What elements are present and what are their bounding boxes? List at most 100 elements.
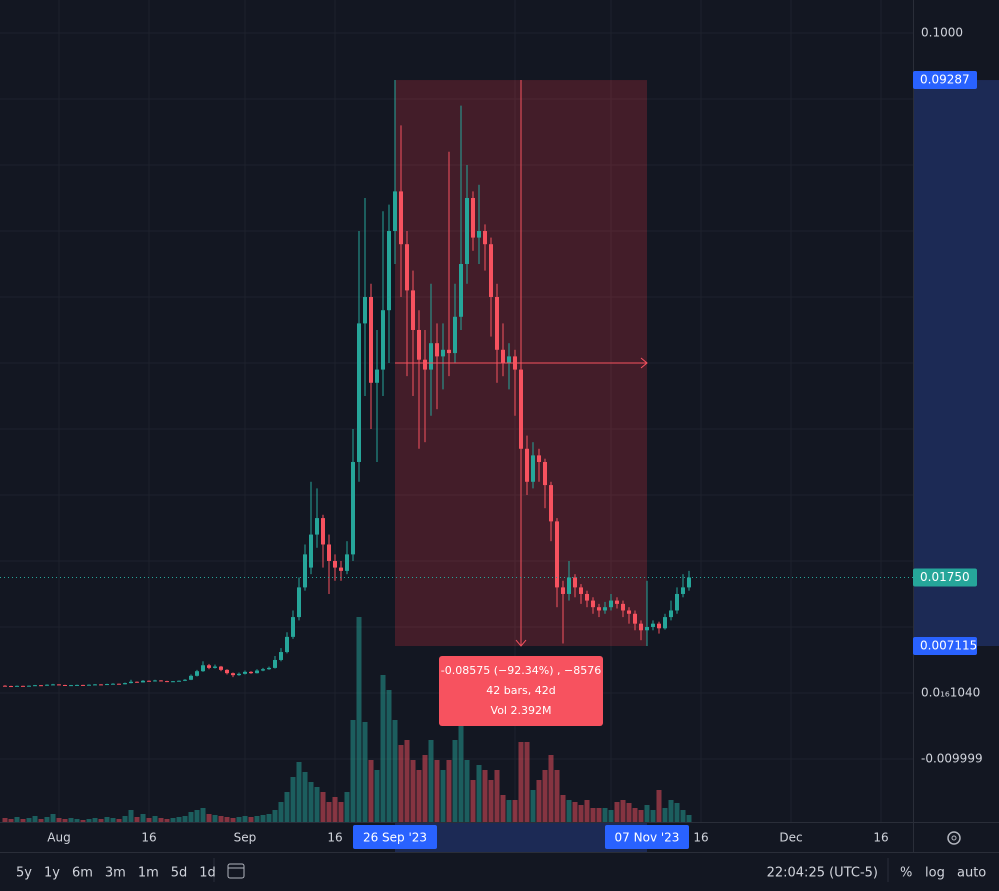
- volume-bar: [506, 800, 512, 822]
- measure-info-box: [439, 656, 604, 727]
- x-tick-label: 16: [141, 831, 156, 845]
- price-label: 0.09287: [920, 73, 970, 87]
- y-tick-label: -0.009999: [921, 751, 983, 765]
- candle-body: [224, 669, 229, 674]
- candle-body: [206, 665, 211, 668]
- range-button[interactable]: 1y: [44, 866, 60, 881]
- candle-body: [272, 659, 277, 668]
- candle-body: [555, 521, 560, 588]
- candle-body: [62, 684, 67, 686]
- volume-bar: [428, 740, 434, 822]
- volume-bar: [224, 817, 230, 822]
- candle-body: [422, 359, 427, 370]
- volume-bar: [458, 700, 464, 822]
- volume-bar: [518, 742, 524, 822]
- candle-body: [645, 626, 650, 631]
- range-button[interactable]: 3m: [105, 866, 126, 881]
- volume-bar: [680, 810, 686, 822]
- candle-body: [284, 636, 289, 653]
- volume-bar: [620, 800, 626, 822]
- candle-body: [639, 623, 644, 631]
- date-range-icon[interactable]: [227, 863, 245, 879]
- candle-body: [350, 461, 355, 555]
- volume-bar: [44, 817, 50, 822]
- candle-body: [675, 593, 680, 611]
- range-button[interactable]: 1d: [199, 866, 216, 881]
- range-button[interactable]: 5d: [171, 866, 188, 881]
- measure-info-text: -0.08575 (−92.34%) , −8576: [441, 664, 601, 677]
- candle-body: [326, 544, 331, 561]
- candle-body: [98, 684, 103, 686]
- candle-body: [410, 290, 415, 330]
- measure-arrow: [640, 357, 648, 369]
- measure-arrow: [515, 639, 527, 647]
- scale-option[interactable]: %: [900, 866, 912, 881]
- volume-bar: [440, 770, 446, 822]
- volume-bar: [104, 817, 110, 822]
- volume-bar: [626, 803, 632, 822]
- candle-body: [290, 617, 295, 637]
- candle-body: [188, 675, 193, 680]
- clock: 22:04:25 (UTC-5): [767, 866, 878, 881]
- candle-body: [609, 600, 614, 608]
- candle-body: [104, 684, 109, 686]
- volume-bar: [470, 780, 476, 822]
- candle-body: [242, 671, 247, 674]
- volume-bar: [314, 787, 320, 822]
- volume-bar: [62, 819, 68, 822]
- candle-body: [170, 681, 175, 683]
- x-tick-label: 16: [873, 831, 888, 845]
- volume-bar: [260, 815, 266, 822]
- volume-bar: [284, 792, 290, 822]
- volume-bar: [572, 802, 578, 822]
- volume-bar: [668, 800, 674, 822]
- candle-body: [453, 316, 457, 354]
- volume-bar: [500, 795, 506, 822]
- candle-body: [236, 673, 241, 676]
- volume-bar: [56, 818, 62, 822]
- volume-bar: [410, 760, 416, 822]
- x-tick-label: 16: [327, 831, 342, 845]
- candle-body: [254, 670, 259, 674]
- volume-bar: [290, 777, 296, 822]
- volume-bar: [272, 810, 278, 822]
- volume-bar: [494, 770, 500, 822]
- candle-body: [194, 671, 199, 676]
- candle-body: [278, 652, 283, 660]
- candle-body: [434, 343, 439, 357]
- candle-body: [320, 518, 325, 545]
- candle-body: [260, 669, 265, 671]
- candle-body: [477, 230, 482, 238]
- candle-body: [537, 455, 542, 462]
- range-button[interactable]: 1m: [138, 866, 159, 881]
- candle-body: [44, 684, 49, 686]
- settings-icon[interactable]: [947, 831, 961, 845]
- candle-body: [549, 485, 554, 522]
- volume-bar: [254, 816, 260, 822]
- candle-body: [579, 587, 584, 594]
- candle-body: [615, 600, 620, 604]
- scale-option[interactable]: log: [925, 866, 945, 881]
- volume-bar: [446, 760, 452, 822]
- volume-bar: [488, 780, 494, 822]
- candle-body: [176, 680, 181, 682]
- volume-bar: [434, 760, 440, 822]
- volume-bar: [590, 808, 596, 822]
- volume-bar: [116, 819, 122, 822]
- volume-bar: [128, 810, 134, 822]
- volume-bar: [176, 817, 182, 822]
- time-label: 26 Sep '23: [363, 831, 427, 845]
- range-button[interactable]: 5y: [16, 866, 32, 881]
- volume-bar: [8, 819, 14, 822]
- volume-bar: [68, 818, 74, 822]
- volume-bar: [236, 817, 242, 822]
- scale-option[interactable]: auto: [957, 866, 986, 881]
- candle-body: [2, 685, 7, 687]
- volume-bar: [530, 790, 536, 822]
- candle-body: [657, 623, 662, 629]
- candle-body: [122, 683, 127, 685]
- range-button[interactable]: 6m: [72, 866, 93, 881]
- volume-bar: [368, 760, 374, 822]
- volume-bar: [602, 808, 608, 822]
